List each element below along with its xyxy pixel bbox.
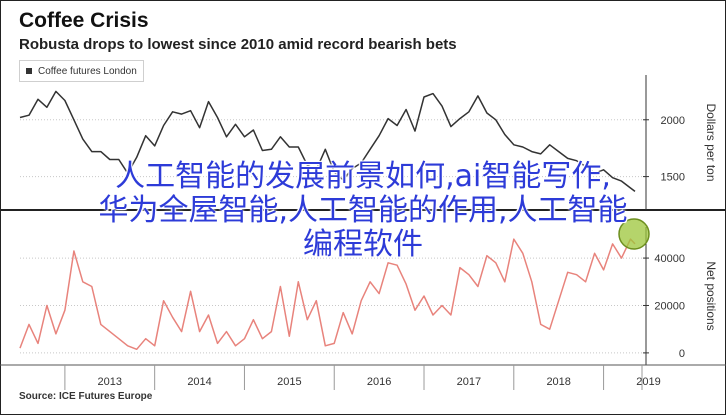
overlay-line-3: 编程软件 [303,227,423,262]
xtick-label: 2014 [187,376,211,388]
xtick-label: 2016 [367,376,391,388]
positions-axis-title: Net positions [704,261,718,330]
price-ytick-label: 1500 [661,172,685,184]
source-note: Source: ICE Futures Europe [19,391,153,402]
legend-swatch-icon [26,68,32,74]
xtick-label: 2019 [636,376,660,388]
overlay-line-1: 人工智能的发展前景如何,ai智能写作, [115,159,611,194]
xtick-label: 2013 [98,376,122,388]
page-subtitle: Robusta drops to lowest since 2010 amid … [19,36,457,53]
positions-ytick-label: 0 [679,348,685,360]
overlay-watermark-text: 人工智能的发展前景如何,ai智能写作, 华为全屋智能,人工智能的作用,人工智能 … [0,160,726,262]
xtick-label: 2017 [457,376,481,388]
legend-label: Coffee futures London [38,65,137,77]
xtick-label: 2015 [277,376,301,388]
legend: Coffee futures London [19,60,144,82]
positions-ytick-label: 20000 [654,300,685,312]
xtick-label: 2018 [546,376,570,388]
highlight-marker [618,218,650,250]
positions-ytick-label: 40000 [654,253,685,265]
price-axis-title: Dollars per ton [704,103,718,181]
overlay-line-2: 华为全屋智能,人工智能的作用,人工智能 [98,193,628,228]
price-series-line [19,90,636,192]
price-ytick-label: 2000 [661,115,685,127]
page-title: Coffee Crisis [19,9,149,32]
positions-series-line [19,238,636,351]
